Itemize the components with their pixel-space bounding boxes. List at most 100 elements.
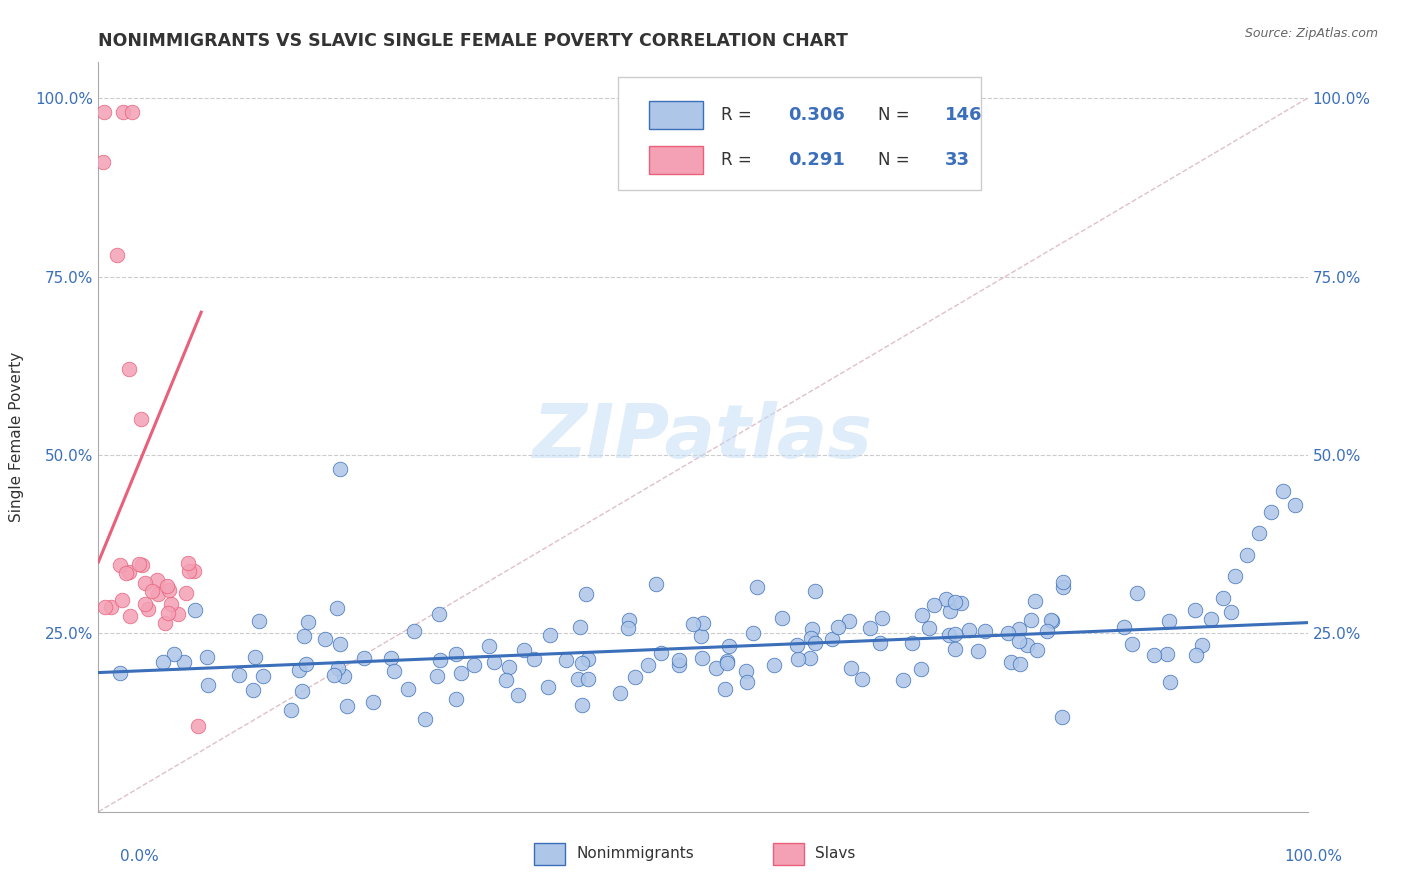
Point: [353, 650, 375, 665]
Point: [911, 608, 934, 623]
Point: [804, 584, 827, 599]
Point: [131, 558, 153, 572]
Point: [575, 587, 598, 601]
Point: [1026, 643, 1049, 657]
Point: [682, 616, 704, 631]
Point: [333, 669, 356, 683]
Point: [1126, 585, 1149, 599]
Point: [713, 681, 735, 696]
Point: [179, 564, 201, 578]
Point: [668, 653, 690, 667]
Point: [174, 585, 197, 599]
Point: [444, 647, 467, 661]
Text: 0.0%: 0.0%: [120, 849, 159, 863]
Point: [157, 583, 180, 598]
Point: [949, 596, 972, 610]
Point: [617, 613, 640, 627]
Point: [115, 566, 138, 580]
Point: [242, 683, 264, 698]
Point: [918, 621, 941, 635]
Point: [851, 672, 873, 686]
Point: [571, 657, 593, 671]
Point: [183, 603, 205, 617]
Point: [910, 662, 932, 676]
Point: [716, 656, 738, 670]
Point: [463, 658, 485, 673]
Y-axis label: Single Female Poverty: Single Female Poverty: [10, 352, 24, 522]
Point: [280, 703, 302, 717]
Point: [967, 643, 990, 657]
Text: R =: R =: [721, 106, 758, 124]
Point: [108, 665, 131, 680]
Point: [1191, 638, 1213, 652]
Point: [128, 558, 150, 572]
Point: [396, 681, 419, 696]
Point: [121, 105, 143, 120]
Point: [197, 678, 219, 692]
Point: [870, 611, 893, 625]
Point: [523, 652, 546, 666]
Point: [329, 462, 352, 476]
Text: 146: 146: [945, 106, 983, 124]
Point: [645, 576, 668, 591]
Point: [429, 652, 451, 666]
Point: [571, 698, 593, 712]
Point: [538, 628, 561, 642]
Point: [922, 598, 945, 612]
Point: [513, 643, 536, 657]
Point: [183, 565, 205, 579]
Point: [156, 579, 179, 593]
Point: [173, 656, 195, 670]
Point: [160, 597, 183, 611]
Point: [617, 621, 640, 635]
Point: [827, 620, 849, 634]
Point: [974, 624, 997, 638]
Point: [935, 591, 957, 606]
Point: [786, 638, 808, 652]
Point: [869, 636, 891, 650]
Point: [482, 655, 505, 669]
Point: [1114, 620, 1136, 634]
Point: [146, 573, 169, 587]
Point: [938, 628, 960, 642]
Text: Nonimmigrants: Nonimmigrants: [576, 847, 695, 861]
Point: [118, 565, 141, 579]
Point: [718, 639, 741, 653]
Point: [1035, 624, 1057, 639]
Point: [690, 651, 713, 665]
Point: [804, 636, 827, 650]
Point: [624, 670, 647, 684]
Text: Source: ZipAtlas.com: Source: ZipAtlas.com: [1244, 27, 1378, 40]
Point: [609, 686, 631, 700]
Text: R =: R =: [721, 151, 758, 169]
Point: [1199, 612, 1222, 626]
Point: [450, 666, 472, 681]
Point: [1159, 675, 1181, 690]
Point: [943, 627, 966, 641]
Point: [838, 614, 860, 628]
Point: [567, 672, 589, 686]
Point: [508, 688, 530, 702]
Point: [770, 611, 793, 625]
Text: 0.291: 0.291: [787, 151, 845, 169]
Point: [943, 642, 966, 657]
Point: [900, 636, 922, 650]
Bar: [648, 145, 703, 174]
Point: [197, 649, 219, 664]
Point: [800, 622, 823, 636]
Point: [692, 616, 714, 631]
Point: [228, 668, 250, 682]
Point: [167, 607, 190, 621]
Point: [444, 692, 467, 706]
Point: [1052, 581, 1074, 595]
Point: [650, 646, 672, 660]
Text: ZIPatlas: ZIPatlas: [533, 401, 873, 474]
Text: 33: 33: [945, 151, 970, 169]
Point: [1236, 548, 1258, 562]
Point: [957, 623, 980, 637]
Point: [704, 661, 727, 675]
Point: [134, 597, 156, 611]
Point: [1052, 575, 1074, 590]
Point: [1159, 614, 1181, 628]
Point: [291, 683, 314, 698]
